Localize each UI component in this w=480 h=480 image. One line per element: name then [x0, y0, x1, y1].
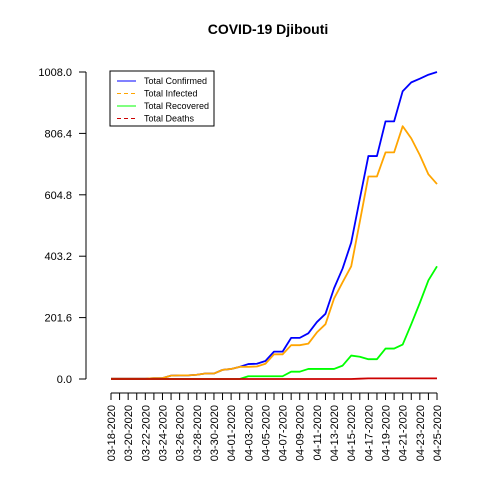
x-tick-label: 04-03-2020 [243, 405, 255, 461]
x-tick-label: 04-11-2020 [312, 405, 324, 460]
legend: Total Confirmed Total Infected Total Recov… [109, 70, 215, 127]
x-tick-label: 04-21-2020 [398, 405, 410, 461]
legend-label-total-infected: Total Infected [144, 89, 198, 99]
x-tick-label: 03-22-2020 [140, 405, 152, 461]
series-line-total-deaths [111, 377, 437, 380]
y-tick-label: 806.4 [44, 128, 72, 140]
y-tick-label: 0.0 [57, 374, 72, 386]
y-tick-label: 403.2 [44, 251, 72, 263]
series-lines [111, 71, 438, 380]
legend-label-total-confirmed: Total Confirmed [144, 76, 207, 86]
y-axis: 0.0 201.6 403.2 604.8 806.4 1008.0 [38, 67, 87, 386]
chart-title: COVID-19 Djibouti [208, 21, 329, 37]
x-tick-label: 03-18-2020 [106, 405, 118, 461]
y-tick-label: 1008.0 [38, 67, 72, 79]
legend-box [109, 70, 215, 127]
x-tick-label: 03-26-2020 [175, 405, 187, 461]
x-tick-label: 04-19-2020 [381, 405, 393, 461]
x-tick-label: 04-05-2020 [260, 405, 272, 461]
x-tick-label: 04-15-2020 [346, 405, 358, 461]
series-line-total-recovered [111, 265, 438, 380]
x-tick-label: 04-07-2020 [278, 405, 290, 461]
x-tick-label: 04-17-2020 [363, 405, 375, 461]
legend-label-total-recovered: Total Recovered [144, 101, 209, 111]
x-tick-label: 03-20-2020 [123, 405, 135, 461]
x-tick-label: 03-30-2020 [209, 405, 221, 461]
x-tick-label: 03-28-2020 [192, 405, 204, 461]
y-tick-label: 201.6 [44, 313, 72, 325]
x-tick-label: 04-01-2020 [226, 405, 238, 461]
series-line-total-infected [111, 125, 438, 380]
x-tick-label: 04-09-2020 [295, 405, 307, 461]
legend-label-total-deaths: Total Deaths [144, 114, 195, 124]
x-axis: 03-18-2020 03-20-2020 03-22-2020 03-24-2020… [106, 392, 444, 461]
x-tick-label: 04-25-2020 [432, 405, 444, 461]
x-tick-label: 04-13-2020 [329, 405, 341, 461]
y-tick-label: 604.8 [44, 190, 72, 202]
x-tick-label: 03-24-2020 [157, 405, 169, 461]
x-tick-label: 04-23-2020 [415, 405, 427, 461]
